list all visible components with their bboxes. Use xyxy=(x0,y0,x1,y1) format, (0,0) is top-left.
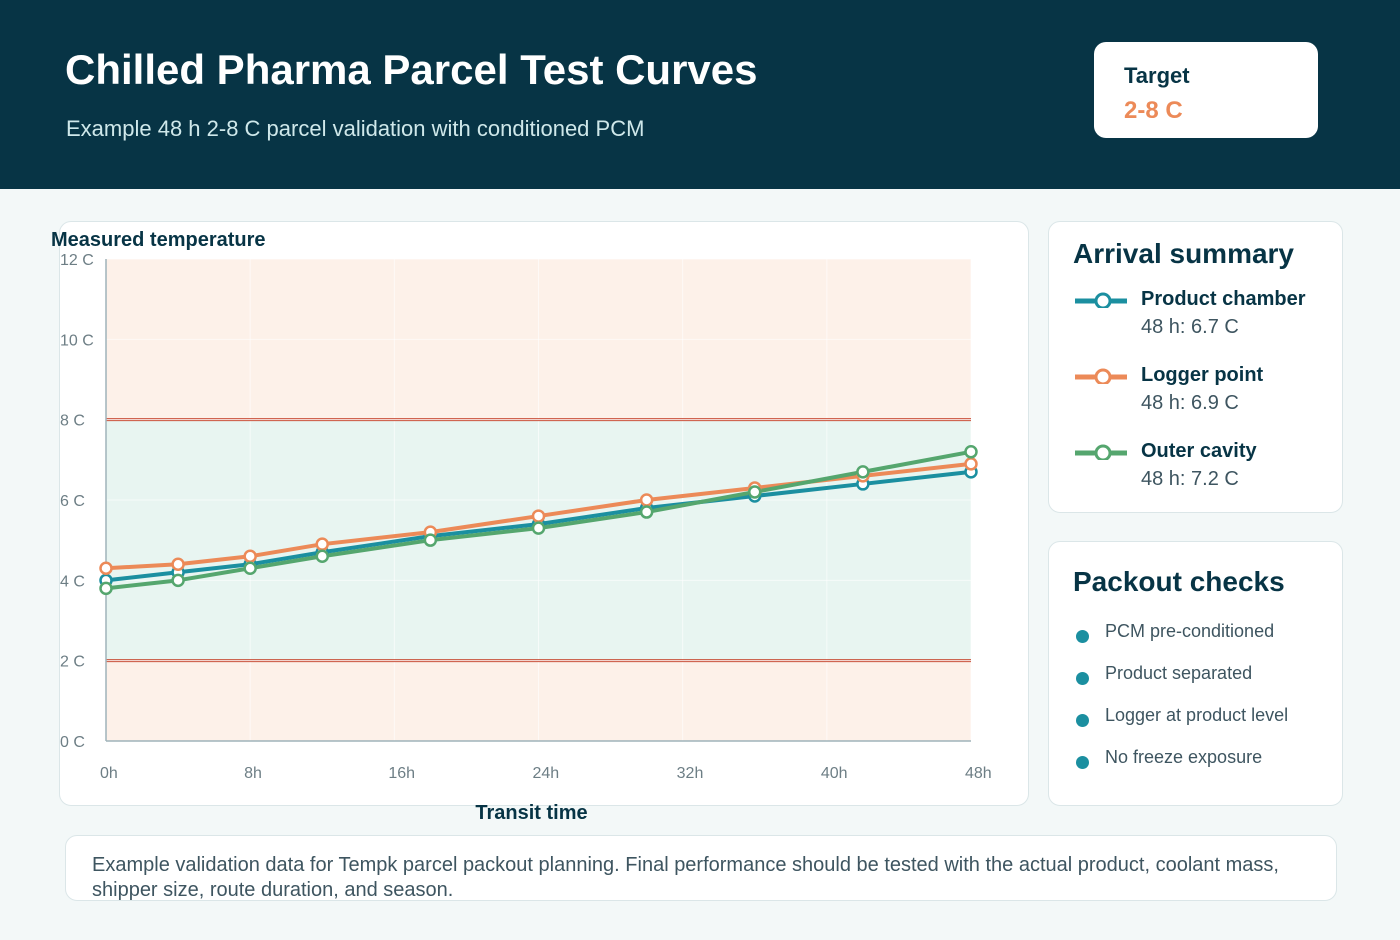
x-axis-title: Transit time xyxy=(475,802,587,824)
check-label: PCM pre-conditioned xyxy=(1105,621,1275,641)
data-point-logger-point xyxy=(531,509,546,523)
check-label: No freeze exposure xyxy=(1105,747,1263,767)
summary-item-logger-point: Logger point 48 h: 6.9 C xyxy=(1073,364,1333,424)
data-point-logger-point xyxy=(964,457,978,471)
check-item: Product separated xyxy=(1073,663,1333,687)
data-point-outer-cavity xyxy=(315,549,329,563)
data-point-outer-cavity xyxy=(639,505,654,519)
summary-value: 48 h: 6.9 C xyxy=(1141,392,1239,414)
series-line-outer-cavity xyxy=(105,449,972,591)
y-tick-label: 12 C xyxy=(60,252,94,269)
footer-note: Example validation data for Tempk parcel… xyxy=(92,854,1279,901)
y-tick-label: 2 C xyxy=(60,654,85,671)
summary-value: 48 h: 7.2 C xyxy=(1141,468,1239,490)
packout-checks-card: Packout checks PCM pre-conditioned Produ… xyxy=(1048,541,1343,806)
check-item: PCM pre-conditioned xyxy=(1073,621,1333,645)
data-point-logger-point xyxy=(171,557,185,572)
x-tick-label: 24h xyxy=(533,765,560,782)
summary-name: Logger point xyxy=(1141,364,1264,386)
data-point-logger-point xyxy=(243,549,257,563)
arrival-summary-heading: Arrival summary xyxy=(1073,238,1295,269)
series-line-product-chamber xyxy=(105,469,972,583)
data-point-outer-cavity xyxy=(243,561,257,576)
target-value: 2-8 C xyxy=(1124,97,1183,124)
y-axis-title: Measured temperature xyxy=(51,229,266,251)
check-label: Product separated xyxy=(1105,663,1253,683)
outer-cavity-swatch-icon xyxy=(1075,444,1127,460)
target-card: Target 2-8 C xyxy=(1094,42,1318,138)
bullet-dot-icon xyxy=(1076,672,1089,685)
x-tick-label: 8h xyxy=(244,765,262,782)
data-point-outer-cavity xyxy=(171,573,185,588)
check-item: No freeze exposure xyxy=(1073,747,1333,771)
summary-name: Product chamber xyxy=(1141,288,1306,310)
data-point-logger-point xyxy=(315,537,329,551)
header-bar: Chilled Pharma Parcel Test Curves Exampl… xyxy=(0,0,1400,189)
x-tick-label: 48h xyxy=(965,765,992,782)
footer-note-card: Example validation data for Tempk parcel… xyxy=(65,835,1337,901)
summary-item-product-chamber: Product chamber 48 h: 6.7 C xyxy=(1073,288,1333,348)
y-tick-label: 4 C xyxy=(60,573,85,590)
data-point-outer-cavity xyxy=(423,533,438,547)
arrival-summary-card: Arrival summary Product chamber 48 h: 6.… xyxy=(1048,221,1343,513)
bullet-dot-icon xyxy=(1076,756,1089,769)
check-label: Logger at product level xyxy=(1105,705,1289,725)
product-chamber-swatch-icon xyxy=(1075,292,1127,308)
temperature-chart: 0 C 2 C 4 C 6 C 8 C 10 C 12 C 0h 8h 16h 24h 32h 40h 4… xyxy=(51,229,992,824)
x-tick-label: 40h xyxy=(821,765,848,782)
summary-item-outer-cavity: Outer cavity 48 h: 7.2 C xyxy=(1073,440,1333,500)
data-point-outer-cavity xyxy=(964,445,978,459)
chart-card: 0 C 2 C 4 C 6 C 8 C 10 C 12 C 0h 8h 16h 24h 32h 40h 4… xyxy=(51,221,1029,824)
x-tick-label: 32h xyxy=(677,765,704,782)
check-item: Logger at product level xyxy=(1073,705,1333,729)
summary-name: Outer cavity xyxy=(1141,440,1257,462)
logger-point-swatch-icon xyxy=(1075,368,1127,384)
page-subtitle: Example 48 h 2-8 C parcel validation wit… xyxy=(66,116,645,141)
data-point-outer-cavity xyxy=(531,521,546,535)
data-point-outer-cavity xyxy=(856,465,870,479)
y-tick-label: 0 C xyxy=(60,734,85,751)
target-label: Target xyxy=(1124,63,1190,88)
data-point-logger-point xyxy=(639,493,654,507)
data-point-outer-cavity xyxy=(748,485,762,499)
data-point-outer-cavity xyxy=(99,581,113,596)
y-tick-label: 6 C xyxy=(60,493,85,510)
summary-value: 48 h: 6.7 C xyxy=(1141,316,1239,338)
data-point-logger-point xyxy=(99,561,113,576)
x-tick-label: 16h xyxy=(388,765,415,782)
bullet-dot-icon xyxy=(1076,630,1089,643)
bullet-dot-icon xyxy=(1076,714,1089,727)
page-title: Chilled Pharma Parcel Test Curves xyxy=(65,46,758,93)
packout-checks-heading: Packout checks xyxy=(1073,566,1285,597)
y-tick-label: 10 C xyxy=(60,332,94,349)
x-tick-label: 0h xyxy=(100,765,118,782)
y-tick-label: 8 C xyxy=(60,413,85,430)
